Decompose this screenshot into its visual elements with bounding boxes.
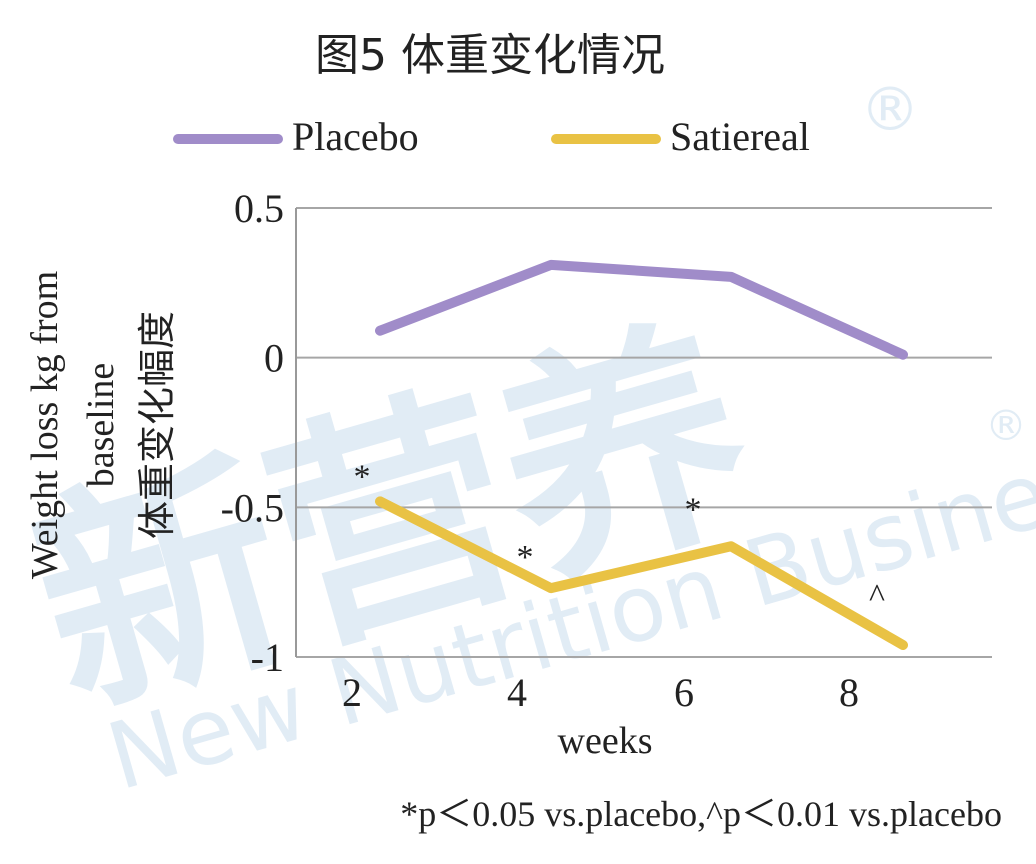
legend-label-placebo: Placebo xyxy=(292,114,419,159)
annotation-mark: ^ xyxy=(869,578,885,615)
y-axis-label-line-3: 体重变化幅度 xyxy=(137,311,179,539)
footnote: *p＜0.05 vs.placebo,^p＜0.01 vs.placebo xyxy=(400,794,1002,834)
y-axis-label-line-1: Weight loss kg from xyxy=(24,271,66,579)
annotation-mark: * xyxy=(685,491,702,528)
x-tick-labels: 2 4 6 8 xyxy=(342,670,859,715)
x-tick-label: 4 xyxy=(507,670,527,715)
annotation-mark: * xyxy=(354,458,371,495)
y-tick-label: -1 xyxy=(251,635,284,680)
gridlines xyxy=(296,207,992,658)
x-tick-label: 6 xyxy=(674,670,694,715)
y-tick-label: 0.5 xyxy=(234,186,284,231)
watermark-mark-1: ® xyxy=(860,75,920,145)
x-axis-label: weeks xyxy=(558,720,653,762)
y-tick-label: 0 xyxy=(264,336,284,381)
y-tick-label: -0.5 xyxy=(221,485,284,530)
series-line-placebo xyxy=(375,259,908,360)
series-line-satiereal xyxy=(375,496,908,651)
chart-title: 图5 体重变化情况 xyxy=(315,30,665,81)
legend: Placebo Satiereal xyxy=(173,114,810,159)
significance-annotations: * * * ^ xyxy=(354,458,886,615)
x-tick-label: 2 xyxy=(342,670,362,715)
x-tick-label: 8 xyxy=(839,670,859,715)
y-axis-label-line-2: baseline xyxy=(80,363,122,488)
y-axis-label: Weight loss kg from baseline 体重变化幅度 xyxy=(24,271,179,579)
legend-label-satiereal: Satiereal xyxy=(670,114,810,159)
watermark-mark-2: ® xyxy=(985,401,1027,450)
y-tick-labels: 0.5 0 -0.5 -1 xyxy=(221,186,284,680)
annotation-mark: * xyxy=(517,539,534,576)
